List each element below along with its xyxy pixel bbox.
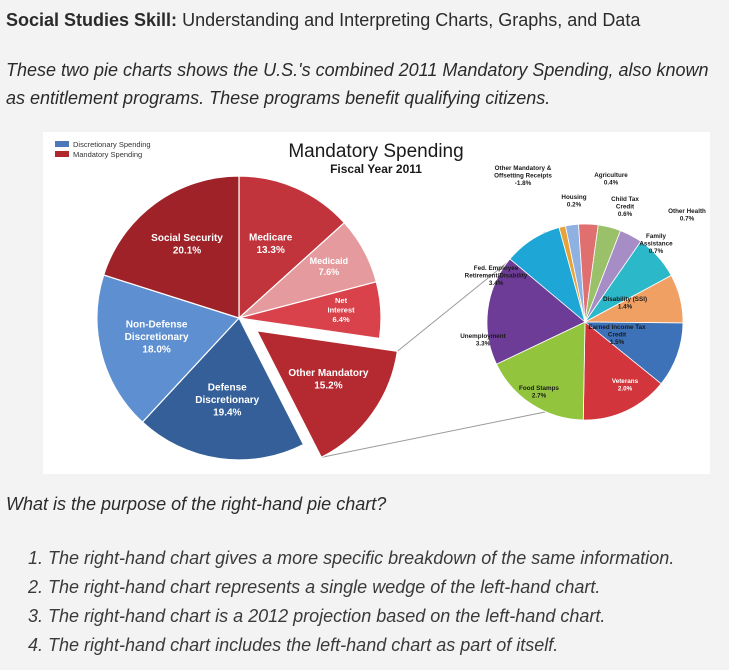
label-veterans: Veterans 2.0% xyxy=(612,378,639,393)
label-medicaid: Medicaid 7.6% xyxy=(310,256,349,277)
heading-bold: Social Studies Skill: xyxy=(6,10,178,30)
label-medicare: Medicare 13.3% xyxy=(249,233,293,257)
label-other-mandatory: Other Mandatory 15.2% xyxy=(288,368,368,392)
intro-text: These two pie charts shows the U.S.'s co… xyxy=(6,60,709,108)
answer-options: 1. The right-hand chart gives a more spe… xyxy=(28,544,674,660)
chart-subtitle: Fiscal Year 2011 xyxy=(330,162,422,176)
label-net-interest: Net Interest 6.4% xyxy=(328,296,356,324)
legend: Discretionary Spending Mandatory Spendin… xyxy=(55,140,151,159)
heading-rest: Understanding and Interpreting Charts, G… xyxy=(177,10,641,30)
label-unemployment: Unemployment 3.3% xyxy=(460,333,506,348)
label-other-health: Other Health 0.7% xyxy=(668,208,706,223)
chart-figure: Discretionary Spending Mandatory Spendin… xyxy=(43,132,710,474)
label-agriculture: Agriculture 0.4% xyxy=(594,172,628,187)
label-fed-employee-retirement-disability: Fed. Employee Retirement/Disability 3.4% xyxy=(465,265,528,287)
slice-fed-employee-retirement-disability xyxy=(486,258,586,365)
option-3[interactable]: 3. The right-hand chart is a 2012 projec… xyxy=(28,606,606,626)
label-other-mandatory-offsetting-receipts: Other Mandatory & Offsetting Receipts -1.8… xyxy=(494,165,552,187)
slice-unemployment xyxy=(495,321,586,421)
label-non-defense-discretionary: Non-Defense Discretionary 18.0% xyxy=(125,320,189,356)
label-housing: Housing 0.2% xyxy=(561,194,586,209)
slice-non-defense-discretionary xyxy=(96,274,241,423)
label-family-assistance: Family Assistance 0.7% xyxy=(639,233,673,255)
slice-social-security xyxy=(102,175,240,319)
legend-swatch-discretionary xyxy=(55,141,69,147)
page-heading: Social Studies Skill: Understanding and … xyxy=(6,8,640,32)
slice-defense-discretionary xyxy=(141,316,305,461)
legend-label-discretionary: Discretionary Spending xyxy=(73,140,151,149)
label-earned-income-tax-credit: Earned Income Tax Credit 1.5% xyxy=(588,324,646,346)
chart-title: Mandatory Spending xyxy=(288,141,463,162)
slice-medicare xyxy=(238,175,346,320)
slice-net-interest xyxy=(238,281,382,340)
label-disability-ssi: Disability (SSI) 1.4% xyxy=(603,296,647,311)
label-defense-discretionary: Defense Discretionary 19.4% xyxy=(195,382,259,418)
option-1[interactable]: 1. The right-hand chart gives a more spe… xyxy=(28,548,675,568)
right-pie xyxy=(486,223,684,421)
connector-bottom xyxy=(321,411,546,458)
legend-label-mandatory: Mandatory Spending xyxy=(73,150,142,159)
right-pie-labels: Other Mandatory & Offsetting Receipts -1.8… xyxy=(460,165,706,400)
label-child-tax-credit: Child Tax Credit 0.6% xyxy=(611,196,639,218)
option-2[interactable]: 2. The right-hand chart represents a sin… xyxy=(28,577,601,597)
label-food-stamps: Food Stamps 2.7% xyxy=(519,385,559,400)
left-pie xyxy=(96,175,399,461)
option-4[interactable]: 4. The right-hand chart includes the lef… xyxy=(28,635,559,655)
question-text: What is the purpose of the right-hand pi… xyxy=(6,494,387,514)
slice-other-mandatory xyxy=(255,330,399,459)
pie-charts: Discretionary Spending Mandatory Spendin… xyxy=(55,140,706,461)
slice-food-stamps xyxy=(582,321,662,421)
label-social-security: Social Security 20.1% xyxy=(151,233,223,257)
left-pie-labels: Medicare 13.3% Medicaid 7.6% Net Interest 6.4%… xyxy=(125,233,369,419)
legend-swatch-mandatory xyxy=(55,151,69,157)
